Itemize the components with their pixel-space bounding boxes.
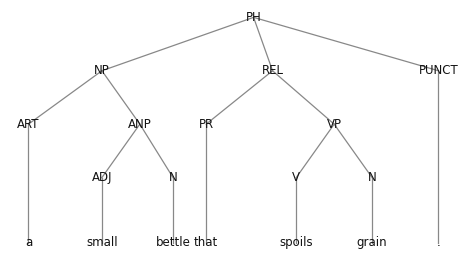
Text: .: .	[437, 237, 440, 249]
Text: ANP: ANP	[128, 118, 152, 131]
Text: PUNCT: PUNCT	[419, 64, 458, 77]
Text: spoils: spoils	[280, 237, 313, 249]
Text: VP: VP	[327, 118, 342, 131]
Text: grain: grain	[357, 237, 387, 249]
Text: ART: ART	[17, 118, 40, 131]
Text: N: N	[368, 171, 376, 184]
Text: small: small	[86, 237, 118, 249]
Text: that: that	[194, 237, 219, 249]
Text: NP: NP	[94, 64, 110, 77]
Text: PR: PR	[199, 118, 214, 131]
Text: V: V	[292, 171, 300, 184]
Text: N: N	[169, 171, 177, 184]
Text: REL: REL	[262, 64, 283, 77]
Text: PH: PH	[246, 11, 262, 24]
Text: bettle: bettle	[155, 237, 191, 249]
Text: ADJ: ADJ	[91, 171, 112, 184]
Text: a: a	[25, 237, 32, 249]
